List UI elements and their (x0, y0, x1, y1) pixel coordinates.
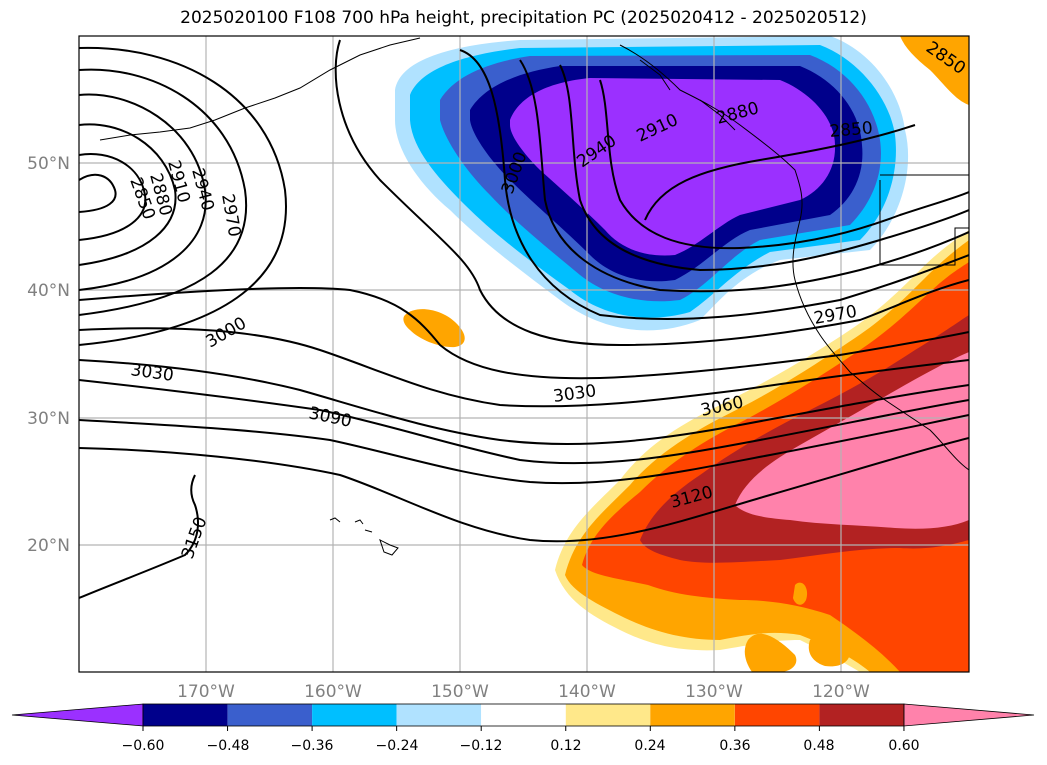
lat-label: 30°N (27, 409, 70, 429)
map-area: 2850 2880 2910 2940 2970 3000 3030 3090 … (79, 36, 969, 672)
latitude-labels: 50°N 40°N 30°N 20°N (27, 154, 70, 556)
colorbar-tick-label: −0.60 (122, 738, 165, 754)
colorbar-segment (227, 704, 313, 726)
lon-label: 140°W (558, 682, 616, 702)
map-frame (78, 35, 970, 673)
colorbar-segment (481, 704, 566, 726)
lon-label: 160°W (304, 682, 362, 702)
positive-patch-northeast (900, 36, 969, 105)
gridlines (79, 36, 969, 672)
colorbar-extend-high (903, 703, 1035, 727)
colorbar-tick-label: 0.36 (719, 738, 750, 754)
height-contours (79, 39, 969, 599)
colorbar-segment (565, 704, 651, 726)
small-positive-patch (403, 309, 465, 348)
lat-label: 40°N (27, 281, 70, 301)
colorbar-tick-label: −0.48 (207, 738, 250, 754)
colorbar-segment (819, 704, 904, 726)
colorbar-segment (396, 704, 482, 726)
colorbar-frame (142, 703, 905, 727)
colorbar-extend-low (11, 703, 144, 727)
colorbar-tick-label: 0.24 (634, 738, 665, 754)
colorbar-segment (734, 704, 820, 726)
lat-label: 50°N (27, 154, 70, 174)
lon-label: 150°W (431, 682, 489, 702)
lon-label: 120°W (812, 682, 870, 702)
colorbar-segment (312, 704, 397, 726)
colorbar-segment (143, 704, 228, 726)
colorbar-segment (650, 704, 735, 726)
contour-label: 2850 (829, 118, 874, 142)
lat-label: 20°N (27, 536, 70, 556)
coastlines (99, 37, 969, 556)
colorbar-tick-label: −0.36 (291, 738, 334, 754)
map-title: 2025020100 F108 700 hPa height, precipit… (180, 8, 867, 28)
colorbar-tick-label: 0.48 (803, 738, 834, 754)
colorbar-tick-label: 0.12 (550, 738, 581, 754)
colorbar-tick-label: −0.24 (376, 738, 419, 754)
lon-label: 130°W (685, 682, 743, 702)
colorbar-tick-label: 0.60 (888, 738, 919, 754)
colorbar-tick-label: −0.12 (460, 738, 503, 754)
lon-label: 170°W (177, 682, 235, 702)
colorbar (11, 703, 1035, 731)
negative-anomaly-region (395, 36, 909, 331)
colorbar-tick-labels: −0.60 −0.48 −0.36 −0.24 −0.12 0.12 0.24 … (122, 738, 920, 754)
longitude-labels: 170°W 160°W 150°W 140°W 130°W 120°W (177, 682, 870, 702)
